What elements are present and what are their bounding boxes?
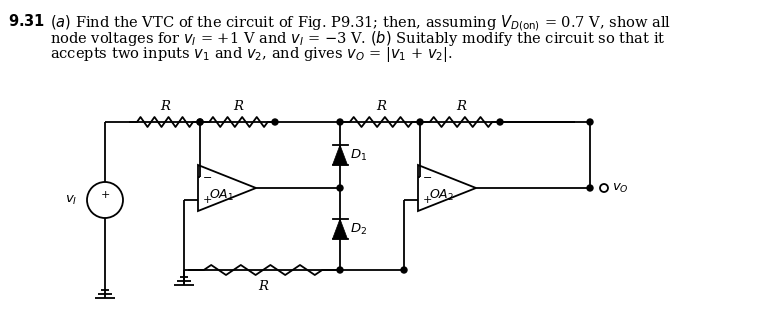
Text: R: R — [456, 100, 466, 113]
Text: R: R — [234, 100, 244, 113]
Circle shape — [272, 119, 278, 125]
Circle shape — [197, 119, 203, 125]
Text: $D_2$: $D_2$ — [350, 221, 367, 236]
Text: R: R — [160, 100, 170, 113]
Polygon shape — [332, 145, 348, 165]
Circle shape — [197, 119, 203, 125]
Text: $(a)$ Find the VTC of the circuit of Fig. P9.31; then, assuming $V_{D(\mathrm{on: $(a)$ Find the VTC of the circuit of Fig… — [50, 13, 671, 33]
Text: $v_O$: $v_O$ — [612, 181, 628, 195]
Circle shape — [337, 119, 343, 125]
Text: +: + — [100, 190, 110, 200]
Polygon shape — [332, 219, 348, 239]
Text: node voltages for $v_I$ = +1 V and $v_I$ = $-$3 V. $(b)$ Suitably modify the cir: node voltages for $v_I$ = +1 V and $v_I$… — [50, 29, 666, 48]
Text: $D_1$: $D_1$ — [350, 148, 367, 163]
Circle shape — [587, 119, 593, 125]
Text: $OA_1$: $OA_1$ — [209, 187, 234, 203]
Circle shape — [497, 119, 503, 125]
Text: $-$: $-$ — [202, 171, 212, 181]
Text: $\mathbf{9.31}$: $\mathbf{9.31}$ — [8, 13, 45, 29]
Text: $-$: $-$ — [422, 171, 432, 181]
Text: accepts two inputs $v_1$ and $v_2$, and gives $v_O$ = |$v_1$ + $v_2$|.: accepts two inputs $v_1$ and $v_2$, and … — [50, 45, 453, 64]
Circle shape — [417, 119, 423, 125]
Circle shape — [337, 267, 343, 273]
Circle shape — [401, 267, 407, 273]
Circle shape — [337, 185, 343, 191]
Text: $OA_2$: $OA_2$ — [429, 187, 454, 203]
Text: $+$: $+$ — [422, 194, 432, 205]
Text: $+$: $+$ — [202, 194, 212, 205]
Text: $v_I$: $v_I$ — [65, 193, 77, 207]
Text: R: R — [376, 100, 386, 113]
Circle shape — [587, 185, 593, 191]
Text: R: R — [258, 280, 268, 293]
